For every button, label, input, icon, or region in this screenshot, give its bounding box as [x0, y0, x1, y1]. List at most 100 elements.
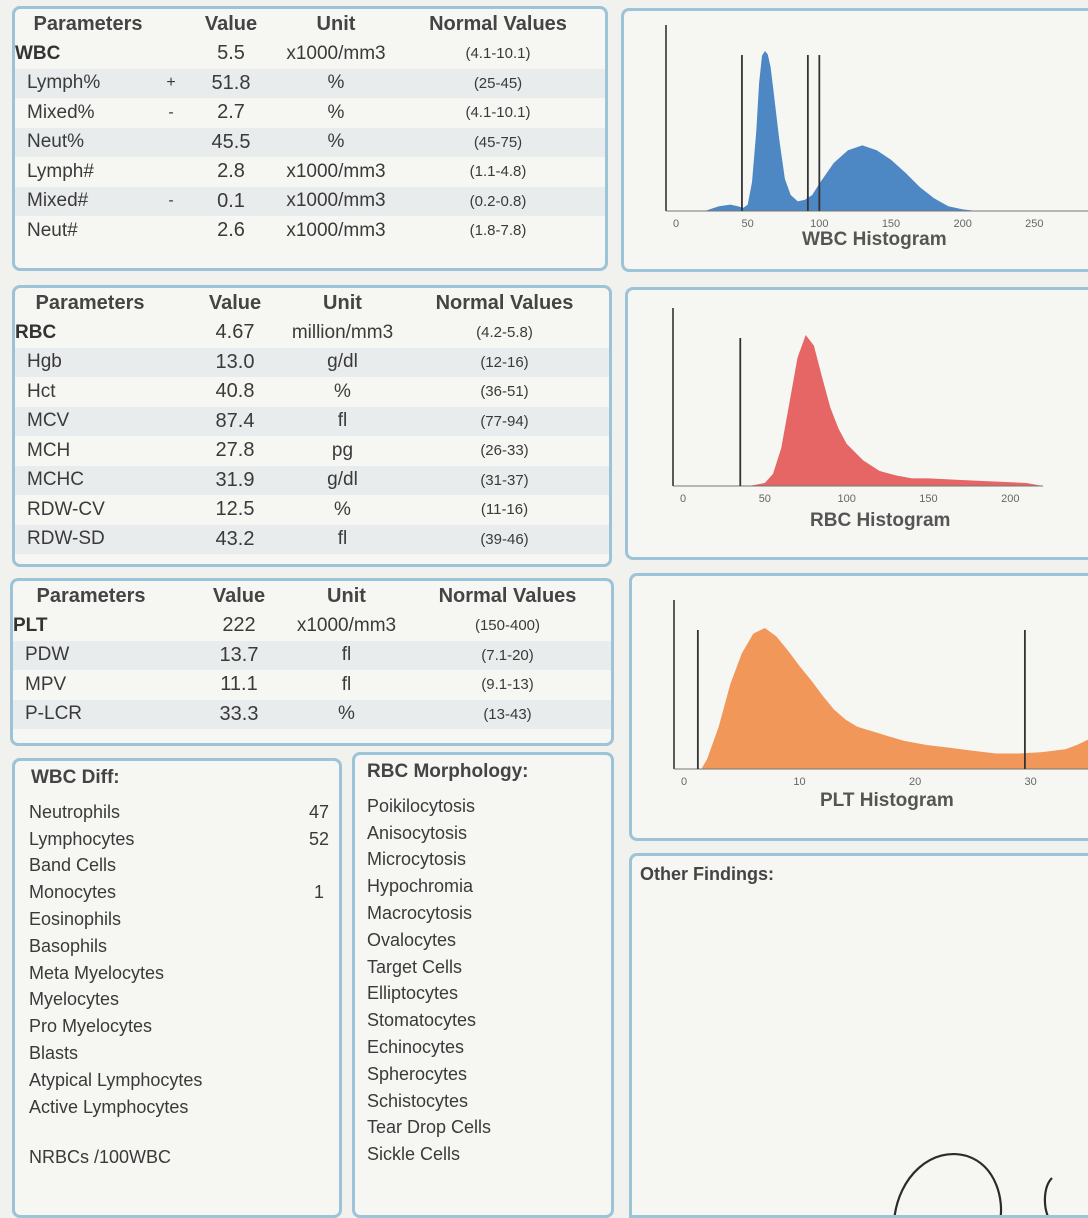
plt-histogram-panel: 0 10 20 30 PLT Histogram [629, 573, 1088, 841]
parameter-name: RDW-CV [27, 498, 105, 520]
parameter-normal-range: (36-51) [480, 383, 529, 401]
parameter-name: Mixed# [15, 186, 161, 216]
wbc-diff-item: Active Lymphocytes [15, 1094, 339, 1121]
header-unit: Unit [323, 291, 362, 314]
header-normal-values: Normal Values [438, 584, 577, 607]
plt-histogram-chart: 0 10 20 30 [673, 600, 1088, 788]
x-tick-label: 20 [909, 776, 921, 788]
parameter-flag [169, 640, 189, 670]
header-parameters: Parameters [36, 584, 146, 607]
wbc-diff-count: 47 [308, 801, 330, 822]
parameter-value: 40.8 [215, 380, 255, 403]
histogram-area [683, 335, 1043, 486]
parameter-row-neut-: Neut% 45.5% (45-75) [15, 127, 605, 157]
wbc-diff-label: Myelocytes [29, 989, 120, 1010]
parameter-value: 0.1 [181, 186, 281, 216]
parameter-flag [161, 216, 181, 246]
wbc-parameters-table: Parameters Value Unit Normal Values WBC 5… [15, 9, 605, 246]
parameter-unit: pg [331, 439, 354, 461]
x-tick-label: 0 [673, 218, 679, 230]
parameter-name: PLT [13, 614, 48, 636]
rbc-morphology-item: Spherocytes [367, 1063, 468, 1084]
wbc-diff-item: Lymphocytes 52 [15, 826, 339, 853]
parameter-row-mch: MCH 27.8 pg (26-33) [15, 436, 609, 466]
rbc-morphology-title: RBC Morphology: [367, 761, 529, 782]
rbc-morphology-item: Hypochromia [367, 876, 474, 897]
x-tick-label: 200 [1001, 493, 1019, 505]
plt-histogram-title: PLT Histogram [820, 790, 954, 811]
parameter-row-wbc: WBC 5.5 x1000/mm3 (4.1-10.1) [15, 39, 605, 69]
parameter-row-hgb: Hgb 13.0 g/dl (12-16) [15, 347, 609, 377]
parameter-row-lymph-: Lymph% +51.8% (25-45) [15, 68, 605, 98]
parameter-unit: fl [285, 406, 400, 436]
wbc-histogram-title: WBC Histogram [802, 229, 947, 250]
rbc-morphology-item: Poikilocytosis [367, 795, 476, 816]
parameter-normal-range: (1.1-4.8) [469, 163, 527, 181]
wbc-diff-list: Neutrophils 47 Lymphocytes 52 Band Cells Mono… [15, 799, 339, 1121]
other-findings-panel: Other Findings: [629, 853, 1088, 1218]
rbc-morphology-item: Target Cells [367, 956, 463, 977]
wbc-diff-item: Blasts [15, 1040, 339, 1067]
parameter-unit: % [327, 101, 345, 123]
parameter-normal-range: (25-45) [391, 68, 605, 98]
parameter-name: Lymph# [27, 160, 94, 182]
parameter-name: PDW [13, 640, 169, 670]
x-tick-label: 250 [1025, 218, 1043, 230]
parameter-unit: % [281, 127, 391, 157]
parameter-flag [169, 611, 189, 641]
x-tick-label: 50 [759, 493, 771, 505]
wbc-diff-label: Blasts [29, 1043, 79, 1064]
rbc-morphology-item: Schistocytes [367, 1090, 469, 1111]
parameter-unit: % [334, 498, 351, 520]
parameter-unit: fl [341, 673, 352, 695]
parameter-name: MCHC [15, 465, 165, 495]
wbc-diff-title: WBC Diff: [31, 767, 120, 788]
histogram-area [676, 51, 1088, 211]
parameter-normal-range: (31-37) [400, 465, 609, 495]
rbc-morphology-item: Macrocytosis [367, 903, 473, 924]
parameter-value: 87.4 [185, 406, 285, 436]
parameter-row-rbc: RBC 4.67 million/mm3 (4.2-5.8) [15, 318, 609, 348]
parameter-unit: x1000/mm3 [286, 42, 386, 64]
parameter-value: 45.5 [181, 127, 281, 157]
wbc-diff-label: Pro Myelocytes [29, 1016, 153, 1037]
parameter-unit: % [334, 380, 351, 402]
parameter-normal-range: (26-33) [480, 442, 529, 460]
parameter-unit: x1000/mm3 [286, 160, 386, 182]
wbc-diff-label: Basophils [29, 935, 108, 956]
parameter-value: 43.2 [185, 524, 285, 554]
wbc-histogram-chart: 0 50 100 150 200 250 [665, 25, 1088, 230]
parameter-row-neut-: Neut# 2.6 x1000/mm3 (1.8-7.8) [15, 216, 605, 246]
parameter-name: P-LCR [13, 699, 169, 729]
parameter-name: RBC [15, 321, 57, 343]
parameter-unit: million/mm3 [291, 321, 394, 343]
parameter-value: 2.6 [217, 219, 245, 242]
parameter-normal-range: (150-400) [474, 617, 541, 635]
parameter-row-p-lcr: P-LCR 33.3% (13-43) [13, 699, 611, 729]
wbc-diff-panel: WBC Diff: Neutrophils 47 Lymphocytes 52 Band… [12, 758, 342, 1218]
parameter-row-rdw-sd: RDW-SD 43.2 fl (39-46) [15, 524, 609, 554]
wbc-diff-label: Neutrophils [29, 801, 121, 822]
parameter-name: MCH [27, 439, 71, 461]
parameter-normal-range: (77-94) [400, 406, 609, 436]
x-tick-label: 150 [882, 218, 900, 230]
parameter-value: 12.5 [215, 498, 255, 521]
x-tick-label: 150 [919, 493, 937, 505]
parameter-row-plt: PLT 222 x1000/mm3 (150-400) [13, 611, 611, 641]
wbc-diff-item: Band Cells [15, 853, 339, 880]
wbc-diff-label: Atypical Lymphocytes [29, 1069, 203, 1090]
wbc-diff-item: Neutrophils 47 [15, 799, 339, 826]
parameter-value: 4.67 [215, 321, 255, 344]
parameter-normal-range: (12-16) [400, 347, 609, 377]
wbc-diff-item: Meta Myelocytes [15, 960, 339, 987]
parameter-name: Neut# [27, 219, 78, 241]
rbc-table-body: RBC 4.67 million/mm3 (4.2-5.8) Hgb 13.0 g/dl (1… [15, 318, 609, 554]
plt-parameters-panel: Parameters Value Unit Normal Values PLT 2… [10, 578, 614, 746]
wbc-diff-count: 1 [313, 882, 324, 903]
parameter-value: 13.7 [189, 640, 289, 670]
parameter-value: 11.1 [220, 673, 258, 696]
parameter-normal-range: (11-16) [480, 501, 529, 519]
rbc-morphology-list: Poikilocytosis Anisocytosis Microcytosis Hy… [355, 793, 611, 1168]
parameter-flag [169, 699, 189, 729]
parameter-flag [165, 524, 185, 554]
